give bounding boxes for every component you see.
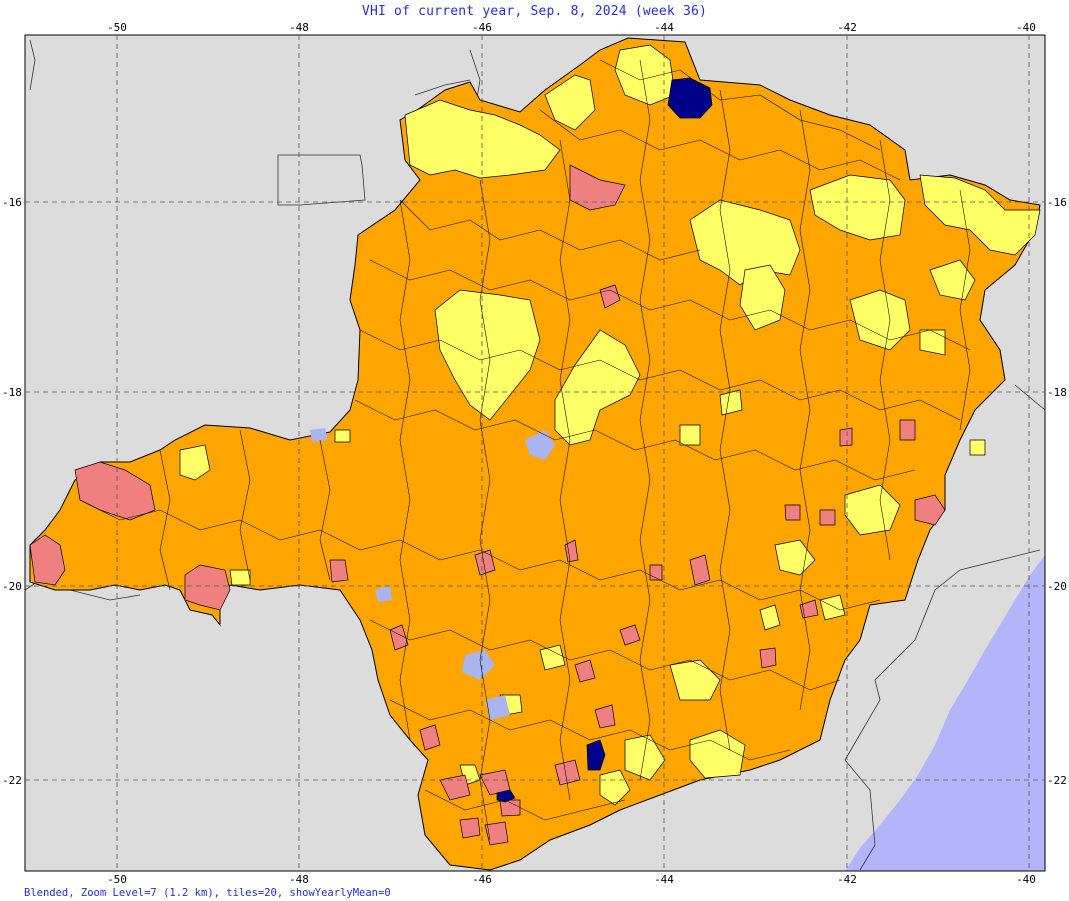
lon-label-bottom-6: -40 — [1016, 873, 1036, 886]
lon-label-top-5: -42 — [837, 21, 857, 34]
graticule — [25, 35, 1045, 871]
lat-label-left-1: -16 — [2, 196, 22, 209]
lon-label-bottom-3: -46 — [472, 873, 492, 886]
lon-label-bottom-4: -44 — [654, 873, 674, 886]
lon-label-top-4: -44 — [654, 21, 674, 34]
lat-label-right-1: -16 — [1047, 196, 1067, 209]
water-bodies — [310, 428, 555, 720]
lon-label-top-6: -40 — [1016, 21, 1036, 34]
lon-label-top-3: -46 — [472, 21, 492, 34]
lat-label-left-2: -18 — [2, 386, 22, 399]
lat-label-right-2: -18 — [1047, 386, 1067, 399]
lon-label-bottom-2: -48 — [289, 873, 309, 886]
municipality-borders — [79, 59, 971, 841]
lon-label-bottom-1: -50 — [107, 873, 127, 886]
yellow-regions — [179, 44, 1041, 806]
lat-label-right-3: -20 — [1047, 580, 1067, 593]
map-footer: Blended, Zoom Level=7 (1.2 km), tiles=20… — [24, 887, 391, 899]
lon-label-bottom-5: -42 — [837, 873, 857, 886]
lon-label-top-2: -48 — [289, 21, 309, 34]
salmon-regions — [29, 164, 946, 846]
lat-label-left-3: -20 — [2, 580, 22, 593]
ocean-area — [845, 555, 1045, 871]
lat-label-left-4: -22 — [2, 774, 22, 787]
map-title: VHI of current year, Sep. 8, 2024 (week … — [361, 4, 708, 19]
lon-label-top-1: -50 — [107, 21, 127, 34]
lat-label-right-4: -22 — [1047, 774, 1067, 787]
plot-frame — [24, 34, 1046, 872]
